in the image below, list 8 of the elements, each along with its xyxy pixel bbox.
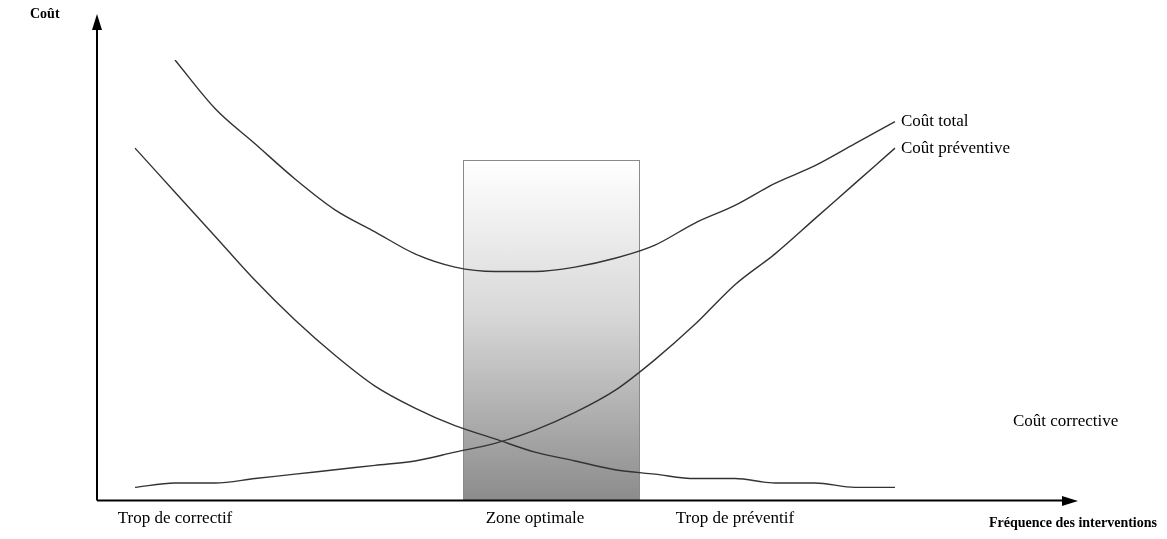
series-label: Coût préventive xyxy=(901,137,1011,157)
series-label: Coût total xyxy=(901,111,969,131)
y-axis-title: Coût xyxy=(30,5,60,21)
x-tick-label: Trop de correctif xyxy=(117,508,233,528)
x-tick-label: Trop de préventif xyxy=(675,508,795,528)
text: Fréquence des interventions xyxy=(989,514,1158,530)
x-tick-label: Zone optimale xyxy=(485,508,585,528)
text: Coût corrective xyxy=(1013,410,1119,430)
